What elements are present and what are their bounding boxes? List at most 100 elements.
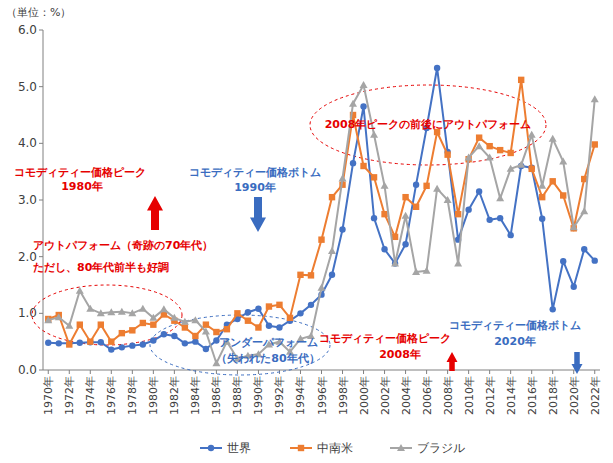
- y-tick-label: 1.0: [18, 306, 37, 320]
- marker: [371, 215, 377, 221]
- x-tick-label: 1990年: [252, 376, 265, 415]
- x-tick-label: 1984年: [189, 376, 202, 415]
- marker: [66, 341, 72, 347]
- marker: [234, 310, 240, 316]
- annotation: （失われた80年代）: [216, 352, 319, 365]
- x-tick: [531, 370, 532, 374]
- arrow: [572, 352, 583, 374]
- marker: [402, 212, 410, 219]
- y-tick: [39, 200, 43, 201]
- marker: [423, 267, 431, 274]
- marker: [328, 247, 336, 254]
- marker: [329, 194, 335, 200]
- x-tick-label: 1970年: [42, 376, 55, 415]
- marker: [128, 309, 136, 316]
- marker: [150, 321, 156, 327]
- x-tick-label: 2004年: [400, 376, 413, 415]
- marker: [507, 150, 513, 156]
- x-tick-label: 2010年: [463, 376, 476, 415]
- marker: [318, 236, 324, 242]
- annotation: 2008年: [379, 348, 421, 361]
- marker: [149, 314, 157, 321]
- marker: [465, 206, 471, 212]
- marker: [107, 308, 115, 315]
- marker: [245, 309, 251, 315]
- x-tick-label: 1976年: [105, 376, 118, 415]
- annotation: 2008年ピークの前後にアウトパフォーム: [325, 118, 532, 131]
- x-tick: [174, 370, 175, 374]
- y-tick: [39, 370, 43, 371]
- y-tick-label: 3.0: [18, 193, 37, 207]
- marker: [392, 234, 398, 240]
- marker: [45, 340, 51, 346]
- marker: [119, 330, 125, 336]
- marker: [517, 161, 525, 168]
- x-tick: [300, 370, 301, 374]
- annotation: コモディティー価格ボトム: [189, 166, 321, 179]
- y-label: （単位：%）: [6, 6, 71, 19]
- marker: [486, 154, 494, 161]
- x-tick: [489, 370, 490, 374]
- marker: [203, 346, 209, 352]
- legend-label: 中南米: [317, 441, 353, 455]
- x-tick-label: 2022年: [589, 376, 602, 415]
- marker: [486, 143, 492, 149]
- x-tick-label: 2020年: [568, 376, 581, 415]
- marker: [161, 331, 167, 337]
- x-tick: [468, 370, 469, 374]
- marker: [77, 321, 83, 327]
- marker: [191, 316, 199, 323]
- marker: [308, 302, 314, 308]
- line: [48, 68, 595, 350]
- x-tick-label: 2012年: [484, 376, 497, 415]
- marker: [108, 346, 114, 352]
- marker: [56, 340, 62, 346]
- legend-marker: [208, 445, 214, 451]
- ellipse: [150, 315, 330, 375]
- marker: [160, 305, 168, 312]
- marker: [308, 272, 314, 278]
- x-tick: [321, 370, 322, 374]
- marker: [87, 339, 93, 345]
- x-tick: [594, 370, 595, 374]
- marker: [65, 322, 73, 329]
- marker: [392, 260, 398, 266]
- x-tick: [132, 370, 133, 374]
- marker: [371, 174, 377, 180]
- y-tick: [39, 256, 43, 257]
- marker: [119, 344, 125, 350]
- marker: [339, 174, 347, 181]
- marker: [455, 211, 461, 217]
- marker: [182, 340, 188, 346]
- marker: [255, 324, 261, 330]
- marker: [434, 65, 440, 71]
- marker: [476, 188, 482, 194]
- marker: [192, 333, 198, 339]
- marker: [203, 321, 209, 327]
- annotation: コモディティー価格ピーク: [319, 332, 451, 345]
- annotation: アウトパフォーム（奇跡の70年代）: [33, 239, 213, 252]
- marker: [140, 341, 146, 347]
- marker: [591, 95, 599, 102]
- x-tick-label: 2014年: [505, 376, 518, 415]
- marker: [129, 342, 135, 348]
- x-tick: [216, 370, 217, 374]
- marker: [465, 154, 473, 161]
- x-tick: [447, 370, 448, 374]
- series: [45, 77, 598, 348]
- line: [48, 85, 595, 363]
- marker: [570, 223, 578, 230]
- marker: [433, 185, 441, 192]
- marker: [360, 81, 368, 88]
- marker: [170, 314, 178, 321]
- marker: [497, 215, 503, 221]
- marker: [77, 340, 83, 346]
- marker: [538, 182, 546, 189]
- marker: [202, 327, 210, 334]
- arrow: [147, 196, 163, 230]
- arrow: [250, 197, 266, 232]
- x-tick: [384, 370, 385, 374]
- x-tick-label: 1996年: [316, 376, 329, 415]
- x-tick: [405, 370, 406, 374]
- marker: [413, 204, 419, 210]
